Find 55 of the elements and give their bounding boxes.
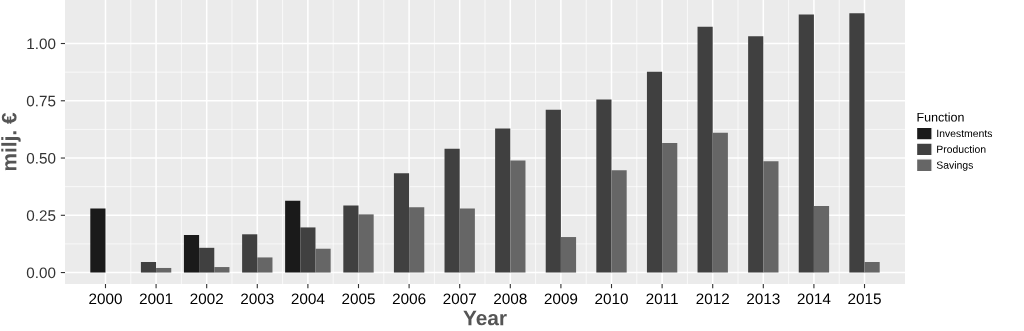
bar [183, 234, 200, 273]
bar [646, 71, 663, 273]
x-tick-label: 2006 [392, 293, 426, 305]
x-tick-label: 2000 [89, 293, 122, 305]
bar [748, 36, 764, 273]
x-tick-label: 2010 [595, 293, 628, 305]
bar [156, 267, 172, 273]
bar [409, 207, 425, 273]
bar [444, 148, 460, 273]
bar [140, 262, 157, 273]
bar [560, 237, 577, 273]
bar [798, 14, 814, 273]
x-tick-label: 2003 [241, 293, 274, 305]
y-tick-label: 1.00 [27, 38, 56, 50]
bar [495, 128, 511, 273]
x-tick-label: 2014 [797, 293, 831, 305]
bar [343, 205, 359, 273]
bar [459, 208, 475, 273]
bar [545, 109, 561, 273]
x-tick-label: 2007 [443, 293, 476, 305]
bar [712, 132, 728, 273]
bar [257, 257, 273, 273]
x-tick-label: 2001 [139, 293, 173, 305]
bar [358, 214, 374, 273]
bar [393, 173, 410, 273]
bar [697, 26, 713, 273]
x-tick-label: 2002 [190, 293, 223, 305]
bar [662, 142, 678, 273]
bar [864, 262, 880, 273]
bar [596, 99, 612, 273]
x-tick-label: 2011 [646, 293, 678, 305]
x-tick-label: 2005 [342, 293, 375, 305]
legend-label: Investments [937, 129, 993, 138]
x-axis-title: Year [463, 310, 507, 326]
y-tick-label: 0.25 [26, 210, 56, 221]
bar [285, 200, 301, 273]
y-tick-label: 0.00 [26, 267, 56, 279]
x-tick-label: 2009 [544, 293, 578, 305]
bar [763, 161, 779, 273]
bar [813, 205, 830, 273]
y-tick-label: 0.50 [26, 152, 56, 164]
x-tick-label: 2013 [747, 293, 780, 305]
bar [510, 160, 526, 273]
x-tick-label: 2004 [291, 293, 325, 305]
x-tick-label: 2012 [696, 293, 729, 305]
legend-label: Production [937, 145, 986, 153]
x-tick-label: 2008 [494, 293, 527, 305]
legend-label: Savings [936, 161, 973, 171]
bar [849, 13, 865, 273]
bar [242, 234, 258, 273]
y-axis-title: milj. € [1, 112, 21, 171]
y-tick-label: 0.75 [26, 95, 56, 107]
x-tick-label: 2015 [848, 293, 881, 305]
legend-title: Function [917, 112, 964, 122]
bar [611, 170, 627, 273]
